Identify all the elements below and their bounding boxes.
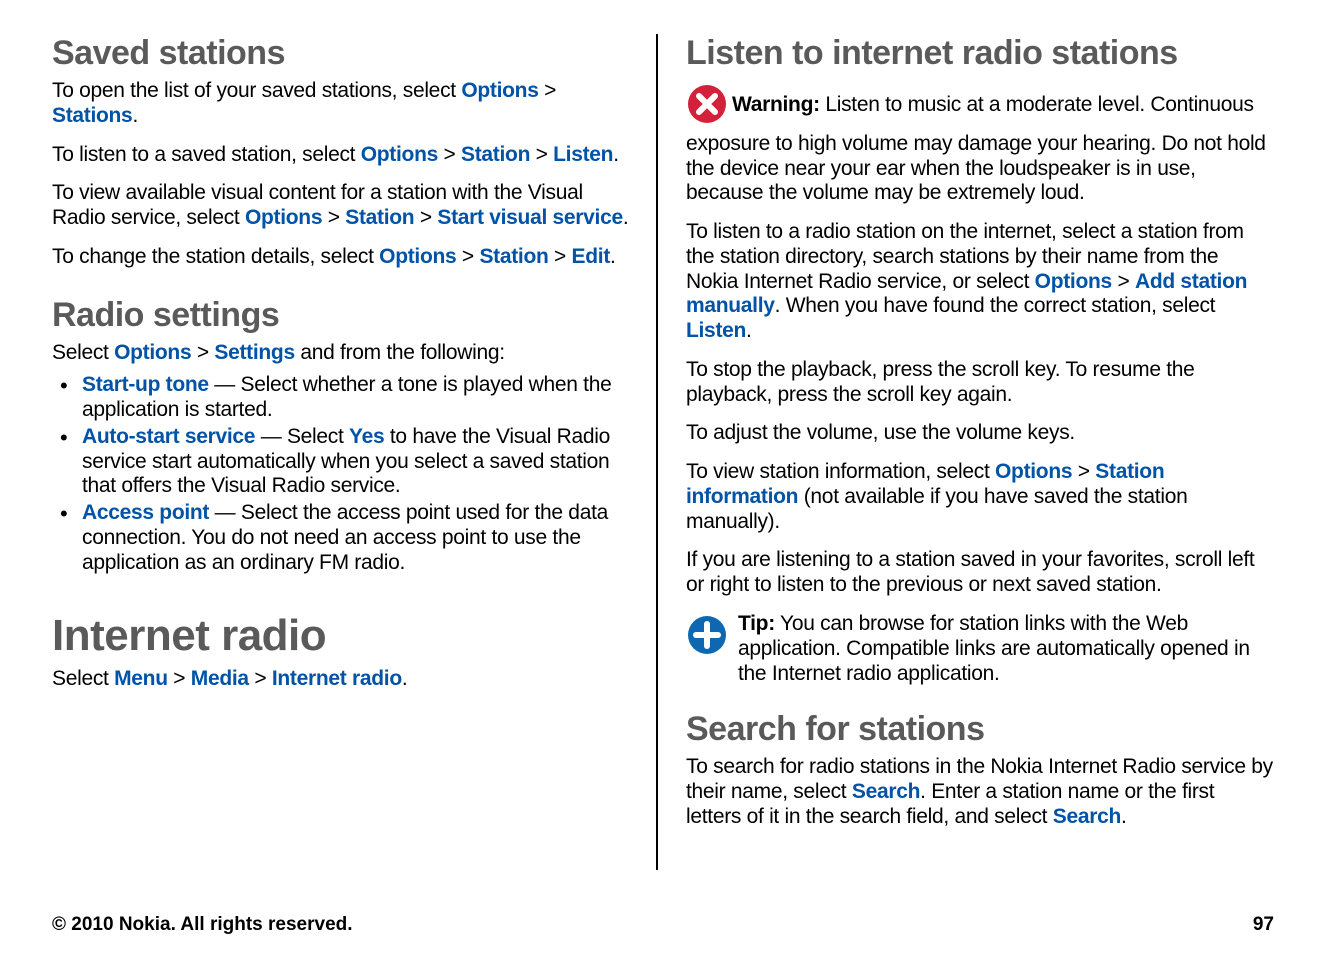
options-link[interactable]: Options (245, 206, 322, 229)
options-link[interactable]: Options (361, 143, 438, 166)
text: To view station information, select (686, 460, 995, 483)
tip-icon (686, 614, 728, 661)
saved-stations-p1: To open the list of your saved stations,… (52, 79, 640, 129)
text: . (132, 104, 138, 127)
text: . (1121, 805, 1127, 828)
warning-paragraph: Warning: Listen to music at a moderate l… (686, 83, 1274, 206)
options-link[interactable]: Options (379, 245, 456, 268)
text: . (613, 143, 619, 166)
warning-icon (686, 83, 728, 132)
list-item: Auto-start service — Select Yes to have … (52, 425, 640, 499)
station-link[interactable]: Station (479, 245, 548, 268)
text: . (402, 667, 408, 690)
search-p1: To search for radio stations in the Noki… (686, 755, 1274, 829)
listen-heading: Listen to internet radio stations (686, 34, 1274, 73)
text: Select (52, 341, 114, 364)
tip-text-block: Tip: You can browse for station links wi… (738, 612, 1274, 686)
access-point-link[interactable]: Access point (82, 501, 209, 524)
listen-link[interactable]: Listen (553, 143, 613, 166)
saved-stations-p4: To change the station details, select Op… (52, 245, 640, 270)
internet-radio-link[interactable]: Internet radio (272, 667, 402, 690)
radio-settings-intro: Select Options > Settings and from the f… (52, 341, 640, 366)
text: . (746, 319, 752, 342)
right-column: Listen to internet radio stations Warnin… (658, 34, 1274, 870)
separator: > (414, 206, 437, 229)
options-link[interactable]: Options (995, 460, 1072, 483)
separator: > (322, 206, 345, 229)
listen-p2: To listen to a radio station on the inte… (686, 220, 1274, 344)
separator: > (249, 667, 272, 690)
listen-p4: To adjust the volume, use the volume key… (686, 421, 1274, 446)
warning-label: Warning: (732, 93, 820, 116)
internet-radio-p1: Select Menu > Media > Internet radio. (52, 667, 640, 692)
separator: > (1072, 460, 1095, 483)
listen-p3: To stop the playback, press the scroll k… (686, 358, 1274, 408)
radio-settings-heading: Radio settings (52, 296, 640, 335)
options-link[interactable]: Options (461, 79, 538, 102)
options-link[interactable]: Options (1035, 270, 1112, 293)
list-item: Access point — Select the access point u… (52, 501, 640, 575)
search-link[interactable]: Search (852, 780, 920, 803)
text: . (623, 206, 629, 229)
two-column-layout: Saved stations To open the list of your … (52, 34, 1274, 870)
stations-link[interactable]: Stations (52, 104, 132, 127)
text: To change the station details, select (52, 245, 379, 268)
text: — Select (255, 425, 349, 448)
text: To listen to a saved station, select (52, 143, 361, 166)
separator: > (530, 143, 553, 166)
auto-start-service-link[interactable]: Auto-start service (82, 425, 255, 448)
separator: > (456, 245, 479, 268)
saved-stations-heading: Saved stations (52, 34, 640, 73)
separator: > (1112, 270, 1135, 293)
page-number: 97 (1253, 914, 1274, 936)
left-column: Saved stations To open the list of your … (52, 34, 656, 870)
listen-p6: If you are listening to a station saved … (686, 548, 1274, 598)
text: and from the following: (295, 341, 505, 364)
search-heading: Search for stations (686, 710, 1274, 749)
saved-stations-p2: To listen to a saved station, select Opt… (52, 143, 640, 168)
yes-link[interactable]: Yes (349, 425, 384, 448)
options-link[interactable]: Options (114, 341, 191, 364)
internet-radio-heading: Internet radio (52, 611, 640, 661)
menu-link[interactable]: Menu (114, 667, 168, 690)
saved-stations-p3: To view available visual content for a s… (52, 181, 640, 231)
tip-label: Tip: (738, 612, 775, 635)
text: . (610, 245, 616, 268)
text: You can browse for station links with th… (738, 612, 1250, 685)
station-link[interactable]: Station (461, 143, 530, 166)
copyright-text: © 2010 Nokia. All rights reserved. (52, 914, 353, 936)
manual-page: Saved stations To open the list of your … (0, 0, 1322, 954)
tip-callout: Tip: You can browse for station links wi… (686, 612, 1274, 686)
list-item: Start-up tone — Select whether a tone is… (52, 373, 640, 423)
startup-tone-link[interactable]: Start-up tone (82, 373, 209, 396)
listen-link[interactable]: Listen (686, 319, 746, 342)
settings-link[interactable]: Settings (214, 341, 294, 364)
start-visual-service-link[interactable]: Start visual service (437, 206, 622, 229)
listen-p5: To view station information, select Opti… (686, 460, 1274, 534)
separator: > (539, 79, 557, 102)
edit-link[interactable]: Edit (572, 245, 610, 268)
page-footer: © 2010 Nokia. All rights reserved. 97 (52, 914, 1274, 936)
media-link[interactable]: Media (191, 667, 249, 690)
separator: > (191, 341, 214, 364)
text: . When you have found the correct statio… (775, 294, 1216, 317)
separator: > (549, 245, 572, 268)
search-link[interactable]: Search (1053, 805, 1121, 828)
radio-settings-list: Start-up tone — Select whether a tone is… (52, 373, 640, 575)
separator: > (168, 667, 191, 690)
separator: > (438, 143, 461, 166)
station-link[interactable]: Station (345, 206, 414, 229)
text: Select (52, 667, 114, 690)
text: To open the list of your saved stations,… (52, 79, 461, 102)
